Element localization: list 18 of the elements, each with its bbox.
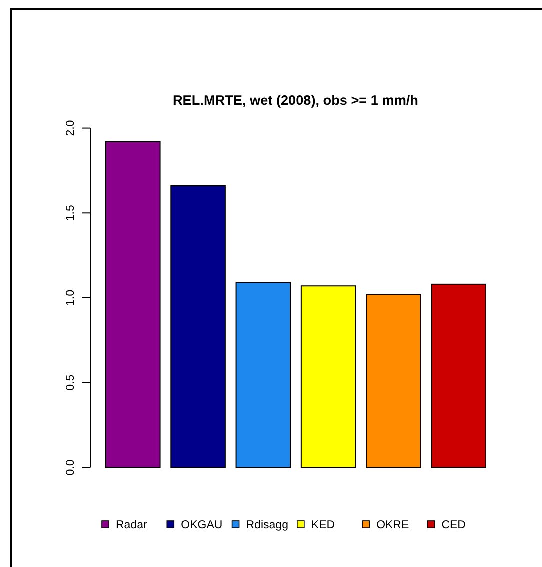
bar	[300, 286, 356, 468]
bar	[170, 186, 226, 468]
legend-label: Radar	[116, 520, 148, 532]
bar	[236, 282, 292, 468]
legend-label: CED	[442, 520, 466, 532]
bar	[431, 284, 486, 468]
y-tick-label: 1.5	[65, 205, 77, 222]
y-tick-label: 2.0	[65, 120, 77, 136]
legend-label: KED	[311, 520, 336, 532]
y-tick-label: 0.0	[65, 460, 77, 476]
bar	[106, 141, 161, 468]
bar	[366, 294, 422, 468]
y-tick-label: 1.0	[65, 290, 77, 306]
legend-label: Rdisagg	[246, 520, 288, 532]
legend-label: OKGAU	[181, 520, 223, 532]
y-tick-label: 0.5	[65, 374, 77, 391]
chart-title: REL.MRTE, wet (2008), obs >= 1 mm/h	[172, 93, 419, 108]
legend-label: OKRE	[376, 520, 410, 532]
